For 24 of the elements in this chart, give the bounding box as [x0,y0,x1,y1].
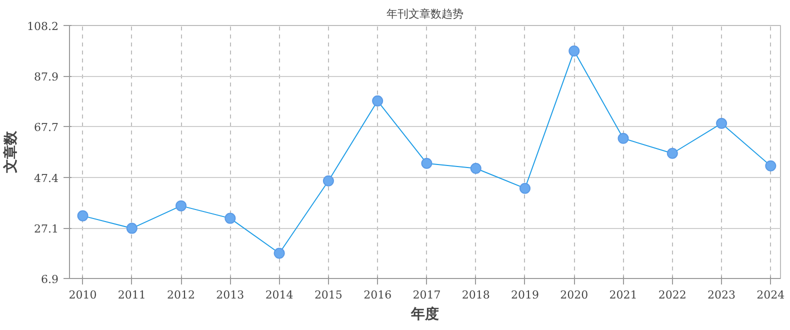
x-axis-title: 年度 [410,306,439,322]
x-tick-label: 2014 [265,288,294,302]
y-tick-label: 108.2 [27,20,59,33]
x-tick-label: 2011 [118,288,146,302]
x-tick-label: 2015 [314,288,342,302]
x-tick-label: 2010 [68,288,97,302]
x-tick-label: 2021 [609,288,638,302]
x-tick-label: 2020 [560,288,588,302]
y-axis-title: 文章数 [2,130,20,174]
x-tick-label: 2022 [658,288,686,302]
x-tick-label: 2024 [756,288,785,302]
y-tick-label: 6.9 [41,273,59,286]
x-tick-label: 2012 [167,288,196,302]
x-tick-label: 2016 [364,288,392,302]
x-tick-label: 2013 [216,288,244,302]
y-tick-label: 47.4 [34,172,59,185]
chart-title: 年刊文章数趋势 [386,8,464,20]
y-tick-label: 67.7 [34,121,59,134]
x-tick-label: 2018 [462,288,490,302]
y-tick-label: 27.1 [34,222,59,236]
x-tick-label: 2017 [412,288,441,302]
y-tick-label: 87.9 [34,70,59,84]
x-tick-label: 2023 [708,288,736,302]
x-tick-label: 2019 [510,288,539,302]
